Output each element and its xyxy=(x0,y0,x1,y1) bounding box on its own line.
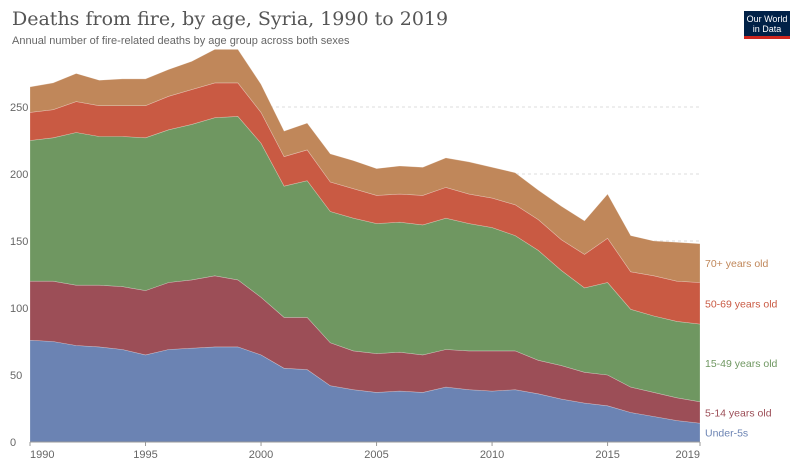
area-70-years-old[interactable] xyxy=(29,49,701,283)
logo-line-2: in Data xyxy=(752,24,782,34)
x-tick-label: 2000 xyxy=(249,449,273,461)
chart-subtitle: Annual number of fire-related deaths by … xyxy=(12,35,350,47)
x-tick-label: 2005 xyxy=(364,449,388,461)
chart-title: Deaths from fire, by age, Syria, 1990 to… xyxy=(12,8,449,30)
logo-line-1: Our World xyxy=(746,14,788,24)
area-series xyxy=(29,49,701,443)
owid-logo[interactable]: Our World in Data xyxy=(744,11,790,39)
y-tick-label: 150 xyxy=(10,236,28,248)
y-tick-label: 250 xyxy=(10,102,28,114)
x-tick-label: 2010 xyxy=(480,449,504,461)
y-tick-label: 200 xyxy=(10,169,28,181)
x-tick-label: 1995 xyxy=(133,449,157,461)
series-label: Under-5s xyxy=(705,428,748,440)
x-tick-label: 2019 xyxy=(676,449,700,461)
axes: 0 50 100 150 200 250 1990 1995 2000 2005 2010 2015 2… xyxy=(10,102,701,461)
x-tick-label: 1990 xyxy=(30,449,54,461)
series-labels: Under-5s 5-14 years old 15-49 years old 50-… xyxy=(705,258,778,440)
series-label: 5-14 years old xyxy=(705,408,772,420)
x-tick-label: 2015 xyxy=(595,449,619,461)
y-tick-label: 0 xyxy=(10,437,16,449)
series-label: 70+ years old xyxy=(705,258,768,270)
series-label: 15-49 years old xyxy=(705,358,778,370)
series-label: 50-69 years old xyxy=(705,298,778,310)
y-tick-label: 50 xyxy=(10,370,22,382)
y-tick-label: 100 xyxy=(10,303,28,315)
